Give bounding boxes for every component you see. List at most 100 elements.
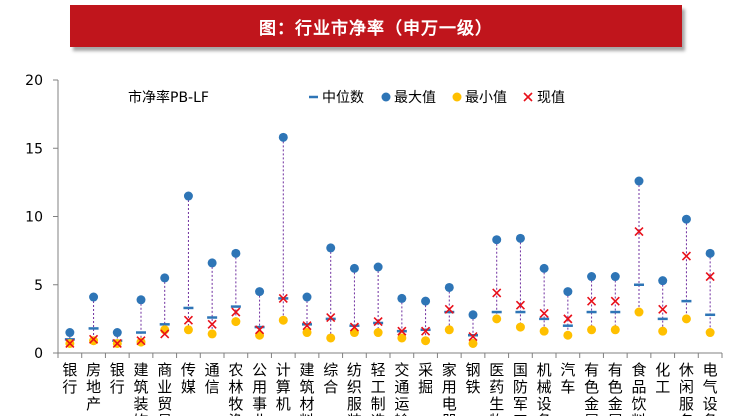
min-point [610,325,620,335]
x-axis-labels: 银行房地产银行建筑装饰商业贸易传媒通信农林牧渔公用事业计算机建筑材料综合纺织服装… [62,361,717,416]
x-tick-label: 化工 [655,361,670,396]
x-tick-label: 银行 [110,361,125,396]
legend-max-symbol [381,92,391,102]
x-tick-label: 医药生物 [489,361,504,416]
x-tick-label: 通信 [205,361,220,396]
legend-current-symbol-b [523,92,533,102]
max-point [183,191,193,201]
min-point [373,328,383,338]
current-cross-b [278,293,288,303]
chart-inner-title: 市净率PB-LF [128,89,209,106]
legend-current-label: 现值 [537,90,565,106]
chart-title: 图：行业市净率（申万一级） [259,18,493,39]
current-point [302,321,312,331]
current-cross-b [349,322,359,332]
x-tick-label: 采掘 [418,361,433,396]
min-point [539,326,549,336]
current-cross-b [515,300,525,310]
current-point [136,336,146,346]
current-point [207,319,217,329]
min-point [136,337,146,347]
x-tick-label: 纺织服装 [347,361,362,416]
max-point [634,176,644,186]
current-cross-b [492,288,502,298]
current-cross-b [183,315,193,325]
max-point [65,328,75,338]
current-cross-b [705,271,715,282]
max-point [349,263,359,273]
y-tick-label: 10 [25,210,43,226]
current-cross-b [160,329,170,339]
plot-area [64,132,716,349]
x-tick-label: 建筑装饰 [133,361,148,416]
current-cross-b [326,312,336,323]
max-point [89,292,99,302]
max-point [444,282,454,292]
legend-median-label: 中位数 [322,90,364,106]
legend-max-label: 最大值 [394,90,436,106]
current-cross-b [65,338,75,349]
current-cross-b [255,325,265,335]
max-point [421,296,431,306]
current-point [112,338,122,349]
current-cross-b [302,321,312,331]
current-point [278,293,288,303]
current-point [658,304,668,314]
current-point [634,226,644,237]
max-point [681,214,691,224]
max-point [610,272,620,282]
max-point [136,295,146,305]
current-point [421,326,431,336]
legend: 市净率PB-LF 中位数 最大值 最小值 现值 [128,89,565,106]
current-cross-b [112,338,122,349]
max-point [255,287,265,297]
max-point [492,235,502,245]
current-point [515,300,525,310]
min-point [89,336,99,346]
max-point [468,310,478,320]
current-cross-b [373,317,383,327]
max-point [563,287,573,297]
max-point [326,243,336,253]
x-tick-label: 计算机 [276,361,291,413]
x-tick-label: 有色金属 [584,361,599,416]
y-tick-label: 5 [34,278,43,294]
max-point [160,273,170,283]
max-point [539,263,549,273]
min-point [658,326,668,336]
legend-min-symbol [452,92,462,102]
min-point [634,307,644,317]
x-tick-label: 建筑材料 [299,361,314,416]
x-tick-label: 交通运输 [394,361,409,416]
min-point [421,336,431,346]
current-cross-b [207,319,217,329]
current-cross-b [397,326,407,336]
current-cross-b [468,332,478,342]
current-cross-b [539,308,549,318]
current-point [231,307,241,317]
y-tick-label: 0 [34,346,43,362]
current-point [397,326,407,336]
current-point [705,271,715,282]
min-point [681,314,691,324]
x-tick-label: 电气设备 [703,361,718,416]
current-point [563,314,573,324]
current-point [255,325,265,335]
min-point [231,317,241,327]
current-cross-b [231,307,241,317]
min-point [207,329,217,339]
x-tick-label: 银行 [62,361,77,396]
max-point [587,272,597,282]
x-tick-label: 食品饮料 [631,361,646,416]
chart-title-banner: 图：行业市净率（申万一级） [70,5,682,47]
min-point [397,333,407,343]
current-point [468,332,478,342]
min-point [278,315,288,325]
max-point [112,328,122,338]
y-tick-label: 15 [25,141,43,157]
x-tick-label: 休闲服务 [679,361,694,416]
current-cross-b [136,336,146,346]
y-tick-label: 20 [25,73,43,89]
current-point [349,322,359,332]
